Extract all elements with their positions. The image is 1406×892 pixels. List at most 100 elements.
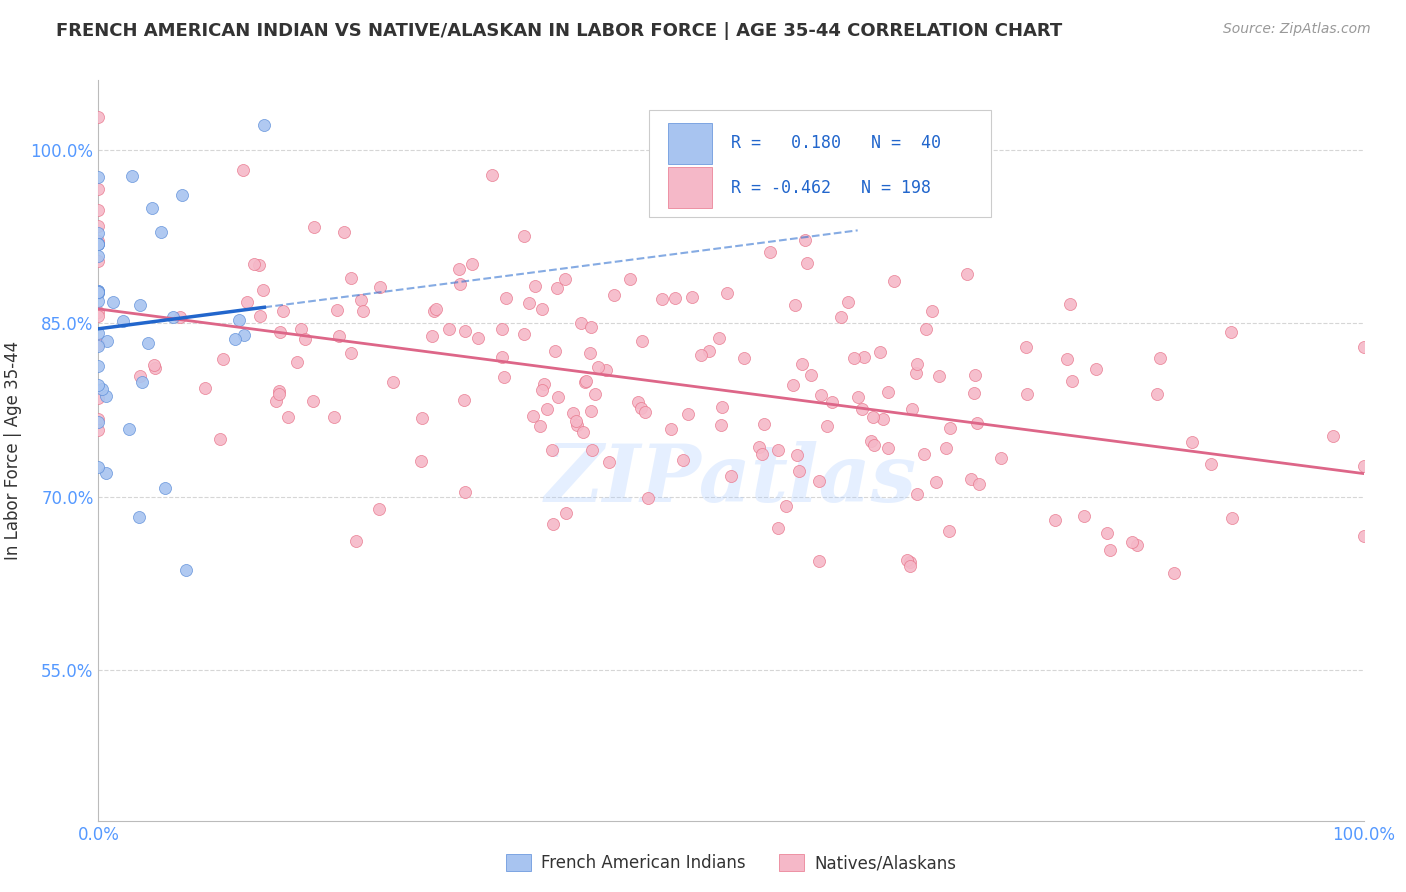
Point — [277, 410, 299, 425]
Point — [491, 321, 513, 335]
Point — [627, 395, 650, 409]
Text: R = -0.462   N = 198: R = -0.462 N = 198 — [731, 178, 931, 196]
Point — [87, 423, 110, 437]
Text: R =   0.180   N =  40: R = 0.180 N = 40 — [731, 134, 941, 153]
Point — [862, 409, 884, 424]
Point — [821, 395, 844, 409]
Point — [842, 351, 865, 365]
Point — [87, 377, 110, 392]
Point — [898, 555, 921, 569]
Point — [247, 258, 270, 272]
Point — [619, 272, 641, 286]
Point — [851, 402, 873, 417]
Point — [87, 339, 110, 353]
Point — [935, 441, 957, 455]
Point — [710, 418, 733, 433]
Point — [87, 293, 110, 308]
Point — [939, 421, 962, 435]
Point — [572, 425, 595, 440]
Point — [807, 554, 830, 568]
Point — [1353, 340, 1375, 354]
Point — [87, 237, 110, 252]
Point — [243, 257, 266, 271]
Point — [87, 412, 110, 426]
Point — [381, 375, 404, 389]
Point — [94, 467, 117, 481]
Point — [1149, 351, 1171, 365]
Point — [512, 326, 534, 341]
Point — [766, 443, 789, 458]
Point — [579, 346, 602, 360]
Point — [169, 310, 191, 324]
Point — [368, 279, 391, 293]
Point — [94, 388, 117, 402]
Point — [925, 475, 948, 490]
Point — [786, 448, 808, 462]
Point — [678, 407, 700, 421]
Point — [569, 316, 592, 330]
Point — [561, 406, 583, 420]
Point — [574, 375, 596, 389]
Point — [794, 233, 817, 247]
Point — [1353, 529, 1375, 543]
Point — [326, 302, 349, 317]
Point — [87, 326, 110, 340]
Point — [87, 226, 110, 240]
Point — [1085, 362, 1108, 376]
Point — [170, 187, 193, 202]
Point — [1146, 387, 1168, 401]
Point — [709, 331, 731, 345]
Point — [153, 481, 176, 495]
Point — [583, 386, 606, 401]
Point — [87, 181, 110, 195]
Point — [603, 288, 626, 302]
Point — [962, 385, 984, 400]
Point — [96, 334, 118, 348]
Point — [1220, 325, 1243, 339]
Legend: French American Indians, Natives/Alaskans: French American Indians, Natives/Alaskan… — [499, 847, 963, 879]
Point — [87, 235, 110, 249]
Point — [87, 253, 110, 268]
Point — [1095, 526, 1118, 541]
Point — [467, 331, 489, 345]
Text: Source: ZipAtlas.com: Source: ZipAtlas.com — [1223, 22, 1371, 37]
Point — [128, 510, 150, 524]
Point — [87, 237, 110, 252]
Point — [846, 390, 869, 404]
Point — [1059, 297, 1081, 311]
Point — [143, 361, 166, 376]
Point — [905, 487, 928, 501]
Point — [565, 417, 588, 432]
Point — [87, 284, 110, 298]
Point — [905, 357, 928, 371]
Point — [681, 290, 703, 304]
Point — [495, 291, 517, 305]
Point — [439, 322, 461, 336]
Point — [790, 357, 813, 371]
Point — [586, 360, 609, 375]
Point — [883, 274, 905, 288]
Point — [350, 293, 373, 307]
Point — [87, 392, 110, 406]
Point — [1043, 513, 1066, 527]
Point — [224, 332, 246, 346]
Point — [751, 447, 773, 461]
Point — [634, 404, 657, 418]
Point — [523, 279, 546, 293]
Point — [914, 322, 936, 336]
Point — [533, 376, 555, 391]
Point — [966, 416, 988, 430]
Point — [294, 332, 316, 346]
Point — [651, 292, 673, 306]
Point — [554, 506, 576, 520]
Point — [990, 450, 1012, 465]
Point — [716, 286, 738, 301]
Point — [269, 386, 291, 401]
Point — [529, 418, 551, 433]
Point — [420, 328, 443, 343]
Point — [921, 304, 943, 318]
Point — [963, 368, 986, 382]
Point — [863, 438, 886, 452]
Point — [637, 491, 659, 505]
Point — [253, 118, 276, 132]
